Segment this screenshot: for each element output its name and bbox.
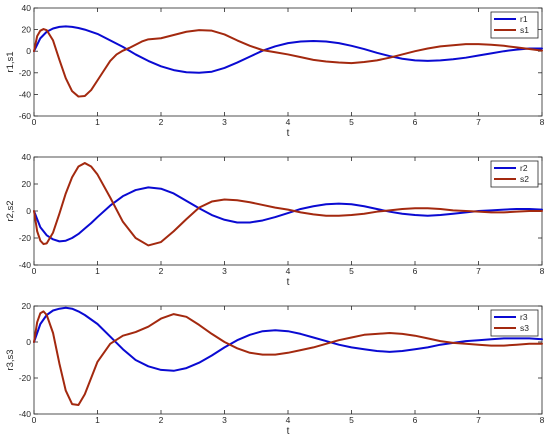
x-tick-label: 0 [32,266,37,276]
y-tick-label: 0 [26,337,31,347]
x-tick-label: 2 [159,266,164,276]
x-tick-label: 5 [349,117,354,127]
y-tick-label: -40 [19,409,32,419]
x-tick-label: 6 [413,266,418,276]
y-axis-label: r1,s1 [5,51,16,72]
x-tick-label: 5 [349,415,354,425]
x-tick-label: 8 [540,266,545,276]
series-line-r2 [33,186,543,243]
x-tick-label: 7 [476,266,481,276]
x-tick-label: 5 [349,266,354,276]
series-line-s1 [33,28,543,98]
legend-label-r3: r3 [520,312,528,322]
legend-box [490,160,539,188]
y-tick-label: 20 [22,301,32,311]
x-tick-label: 3 [222,117,227,127]
legend-label-r1: r1 [520,14,528,24]
x-tick-label: 3 [222,266,227,276]
legend-label-s2: s2 [520,174,529,184]
legend-label-s1: s1 [520,25,529,35]
y-tick-label: -20 [19,233,32,243]
y-tick-label: 40 [22,152,32,162]
x-axis-label: t [287,277,290,288]
y-axis-label: r2,s2 [5,200,16,221]
legend-label-r2: r2 [520,163,528,173]
y-tick-label: 40 [22,3,32,13]
y-tick-label: 0 [26,206,31,216]
x-tick-label: 0 [32,415,37,425]
x-tick-label: 1 [95,415,100,425]
x-tick-label: 7 [476,117,481,127]
x-axis-label: t [287,128,290,139]
y-tick-label: -20 [19,373,32,383]
x-tick-label: 4 [286,117,291,127]
plot-area [33,305,543,415]
y-tick-label: -40 [19,89,32,99]
x-tick-label: 1 [95,266,100,276]
x-axis-label: t [287,426,290,437]
x-tick-label: 0 [32,117,37,127]
x-tick-label: 7 [476,415,481,425]
x-tick-label: 3 [222,415,227,425]
series-line-s2 [33,162,543,247]
y-tick-label: 20 [22,179,32,189]
y-tick-label: 0 [26,46,31,56]
x-tick-label: 4 [286,266,291,276]
x-tick-label: 1 [95,117,100,127]
series-line-s3 [33,310,543,406]
y-tick-label: -60 [19,111,32,121]
x-tick-label: 6 [413,117,418,127]
y-tick-label: -40 [19,260,32,270]
legend-box [490,11,539,39]
series-line-r3 [33,306,543,372]
y-tick-label: 20 [22,25,32,35]
x-tick-label: 8 [540,117,545,127]
x-tick-label: 2 [159,117,164,127]
x-tick-label: 6 [413,415,418,425]
y-tick-label: -20 [19,68,32,78]
legend-label-s3: s3 [520,323,529,333]
x-tick-label: 2 [159,415,164,425]
x-tick-label: 4 [286,415,291,425]
x-tick-label: 8 [540,415,545,425]
y-axis-label: r3,s3 [5,349,16,370]
legend-box [490,309,539,337]
plot-area [33,7,543,117]
